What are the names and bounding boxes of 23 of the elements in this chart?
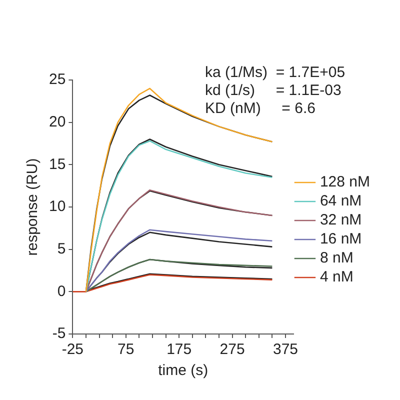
y-tick-label: 15 <box>48 156 66 173</box>
y-tick-label: 0 <box>57 282 66 300</box>
y-tick-label: 5 <box>57 240 66 258</box>
x-axis-title: time (s) <box>158 362 208 380</box>
x-tick-label: 375 <box>272 341 298 358</box>
legend-label: 128 nM <box>320 174 370 191</box>
x-tick-label: -25 <box>62 341 84 358</box>
annotation: KD (nM) = 6.6 <box>205 100 316 118</box>
y-tick-label: 10 <box>48 198 66 216</box>
x-tick-label: 175 <box>166 341 192 358</box>
y-axis-title: response (RU) <box>24 158 42 256</box>
legend-label: 32 nM <box>320 212 362 229</box>
y-tick-label: 20 <box>48 113 66 130</box>
legend-label: 8 nM <box>320 250 354 267</box>
legend-label: 4 nM <box>320 268 354 286</box>
annotation: kd (1/s) = 1.1E-03 <box>205 82 342 100</box>
y-tick-label: 25 <box>48 71 66 88</box>
annotation: ka (1/Ms) = 1.7E+05 <box>205 64 346 82</box>
legend-label: 16 nM <box>320 230 362 248</box>
y-tick-label: -5 <box>52 325 66 342</box>
x-tick-label: 275 <box>220 341 245 358</box>
x-tick-label: 75 <box>118 341 134 358</box>
legend-label: 64 nM <box>320 192 362 210</box>
